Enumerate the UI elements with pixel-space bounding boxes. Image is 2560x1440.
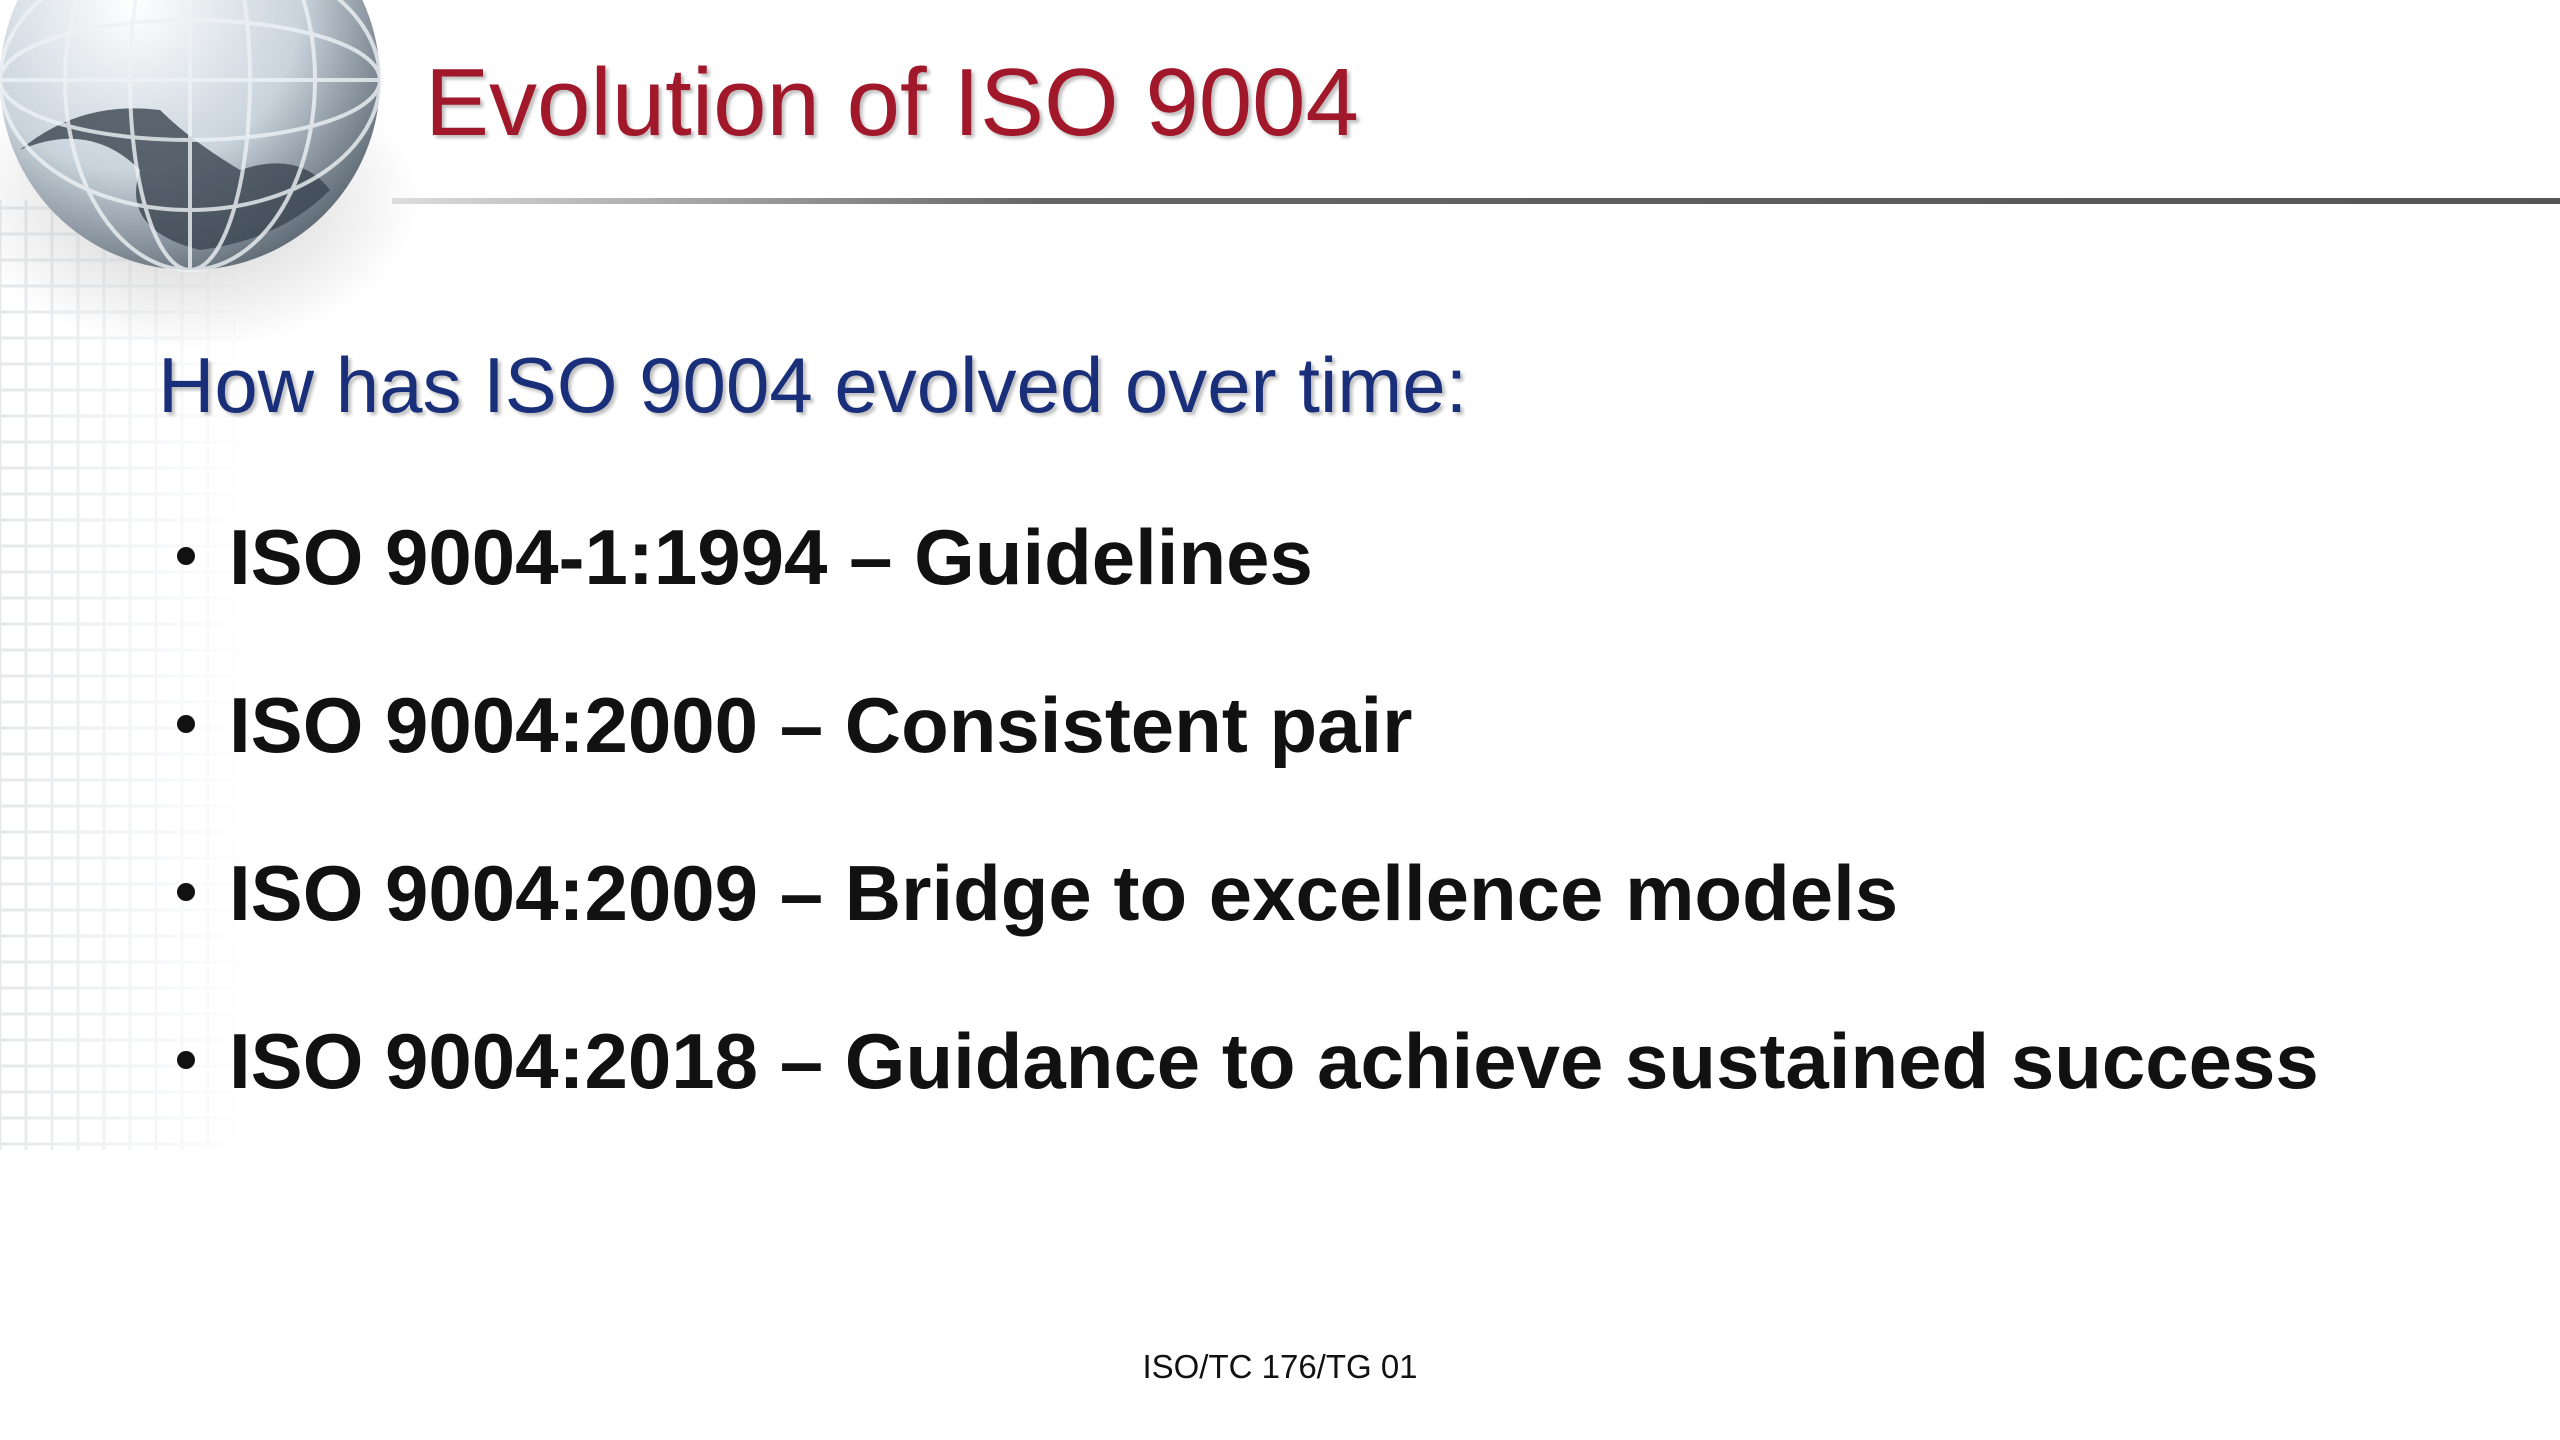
footer: ISO/TC 176/TG 01 [1142, 1348, 1418, 1385]
title-rule [392, 198, 2560, 204]
globe [0, 0, 382, 272]
bullet-item: ISO 9004-1:1994 – Guidelines [177, 505, 2329, 609]
bullet-item: ISO 9004:2009 – Bridge to excellence mod… [177, 841, 2329, 945]
bullet-list: ISO 9004-1:1994 – Guidelines ISO 9004:200… [177, 505, 2329, 1177]
bullet-item: ISO 9004:2018 – Guidance to achieve sust… [177, 1009, 2329, 1113]
slide-title: Evolution of ISO 9004 [425, 49, 1359, 156]
grid-fade [0, 200, 260, 1150]
slide-subtitle: How has ISO 9004 evolved over time: [158, 341, 1468, 429]
bullet-item: ISO 9004:2000 – Consistent pair [177, 673, 2329, 777]
